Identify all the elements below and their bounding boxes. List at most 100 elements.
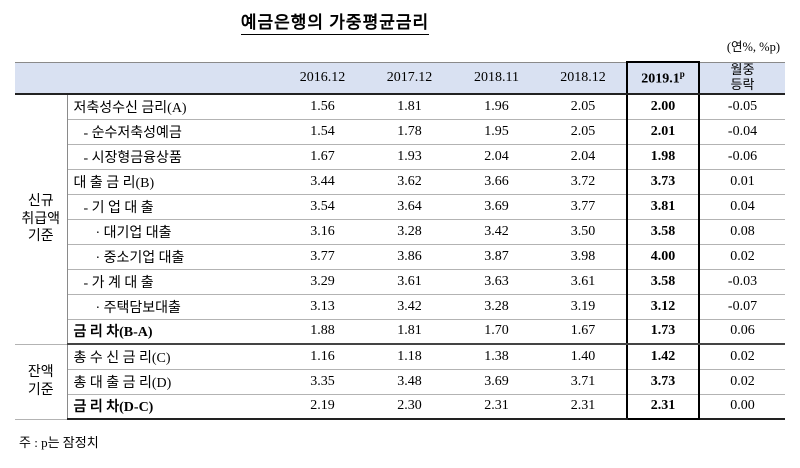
monthly-change-line2: 등락 [730,76,755,92]
group-label: 신규 취급액 기준 [15,94,68,345]
footnote: 주 : p는 잠정치 [19,435,99,450]
table-row: · 주택담보대출 3.13 3.42 3.28 3.19 3.12 -0.07 [15,294,785,320]
value-cell: 3.61 [366,269,453,295]
unit-note: (연%, %p) [726,40,780,54]
table-row: 신규 취급액 기준 저축성수신 금리(A) 1.56 1.81 1.96 2.05 2.00 -0… [15,94,785,345]
value-cell: 3.72 [540,169,627,195]
value-cell: 3.19 [540,294,627,320]
value-cell: 1.16 [279,344,366,370]
value-cell: 3.48 [366,369,453,395]
value-cell: 0.02 [699,244,785,270]
table-row: - 기 업 대 출 3.54 3.64 3.69 3.77 3.81 0.04 [15,194,785,220]
value-cell: 3.28 [453,294,540,320]
value-cell: 3.42 [453,219,540,245]
page-title: 예금은행의 가중평균금리 [240,8,430,35]
corner-cell [15,61,279,95]
monthly-change-line1: 월중 [730,61,755,77]
value-cell: 0.02 [699,369,785,395]
value-cell-highlight: 3.81 [626,194,700,220]
col-header-monthly-change: 월중 등락 [699,61,785,95]
value-cell: 3.28 [366,219,453,245]
row-label: 저축성수신 금리(A) [67,94,279,120]
value-cell: 3.44 [279,169,366,195]
row-label: · 대기업 대출 [67,219,279,245]
value-cell: 3.66 [453,169,540,195]
value-cell: 1.67 [279,144,366,170]
value-cell: 1.54 [279,119,366,145]
value-cell: 2.19 [279,394,366,420]
value-cell-highlight: 1.73 [626,319,700,345]
value-cell: 3.54 [279,194,366,220]
table-row: · 대기업 대출 3.16 3.28 3.42 3.50 3.58 0.08 [15,219,785,245]
col-header-2017-12: 2017.12 [366,61,453,95]
row-label: 금 리 차(D-C) [67,394,279,420]
group-label: 잔액 기준 [15,344,68,420]
value-cell: -0.03 [699,269,785,295]
value-cell: 1.67 [540,319,627,345]
value-cell: 3.77 [279,244,366,270]
value-cell: 2.31 [540,394,627,420]
provisional-superscript: p [679,68,685,79]
value-cell: 3.71 [540,369,627,395]
value-cell: 3.13 [279,294,366,320]
row-label: - 순수저축성예금 [67,119,279,145]
value-cell: 1.40 [540,344,627,370]
value-cell: 0.06 [699,319,785,345]
value-cell: 0.01 [699,169,785,195]
value-cell: 1.95 [453,119,540,145]
value-cell-highlight: 3.73 [626,369,700,395]
value-cell: 3.62 [366,169,453,195]
value-cell-highlight: 3.58 [626,219,700,245]
value-cell: 3.64 [366,194,453,220]
value-cell: -0.05 [699,94,785,120]
value-cell-highlight: 3.58 [626,269,700,295]
table-row: - 가 계 대 출 3.29 3.61 3.63 3.61 3.58 -0.03 [15,269,785,295]
value-cell: 3.63 [453,269,540,295]
value-cell-highlight: 3.73 [626,169,700,195]
row-label: - 기 업 대 출 [67,194,279,220]
row-label: 대 출 금 리(B) [67,169,279,195]
value-cell: 2.05 [540,119,627,145]
value-cell: 3.42 [366,294,453,320]
row-label: · 주택담보대출 [67,294,279,320]
value-cell: 1.96 [453,94,540,120]
value-cell: 1.81 [366,319,453,345]
value-cell: 0.04 [699,194,785,220]
value-cell: 1.70 [453,319,540,345]
value-cell: 1.88 [279,319,366,345]
value-cell: 1.38 [453,344,540,370]
weighted-average-rates-table: 2016.12 2017.12 2018.11 2018.12 2019.1p … [15,61,785,420]
value-cell: 3.50 [540,219,627,245]
value-cell-highlight: 3.12 [626,294,700,320]
value-cell: 3.77 [540,194,627,220]
value-cell: 2.04 [453,144,540,170]
value-cell: 3.98 [540,244,627,270]
value-cell: 3.61 [540,269,627,295]
value-cell: 2.31 [453,394,540,420]
value-cell: -0.07 [699,294,785,320]
row-label: · 중소기업 대출 [67,244,279,270]
value-cell-highlight: 1.98 [626,144,700,170]
value-cell-highlight: 1.42 [626,344,700,370]
table-row: 잔액 기준 총 수 신 금 리(C) 1.16 1.18 1.38 1.40 1.42 0.02 [15,344,785,420]
value-cell: 3.86 [366,244,453,270]
row-label: - 가 계 대 출 [67,269,279,295]
value-cell-highlight: 2.00 [626,94,700,120]
table-row: 대 출 금 리(B) 3.44 3.62 3.66 3.72 3.73 0.01 [15,169,785,195]
col-header-2018-12: 2018.12 [540,61,627,95]
table-row: - 순수저축성예금 1.54 1.78 1.95 2.05 2.01 -0.04 [15,119,785,145]
value-cell: 2.04 [540,144,627,170]
table-row: 금 리 차(B-A) 1.88 1.81 1.70 1.67 1.73 0.06 [15,319,785,345]
value-cell-highlight: 2.01 [626,119,700,145]
row-label: 총 수 신 금 리(C) [67,344,279,370]
value-cell: -0.06 [699,144,785,170]
value-cell: 1.78 [366,119,453,145]
highlight-header-text: 2019.1 [641,71,680,87]
value-cell: 3.35 [279,369,366,395]
value-cell: 1.93 [366,144,453,170]
col-header-2019-1-provisional: 2019.1p [626,61,700,95]
value-cell: 3.69 [453,194,540,220]
value-cell: 2.05 [540,94,627,120]
table-header-row: 2016.12 2017.12 2018.11 2018.12 2019.1p … [15,61,785,95]
